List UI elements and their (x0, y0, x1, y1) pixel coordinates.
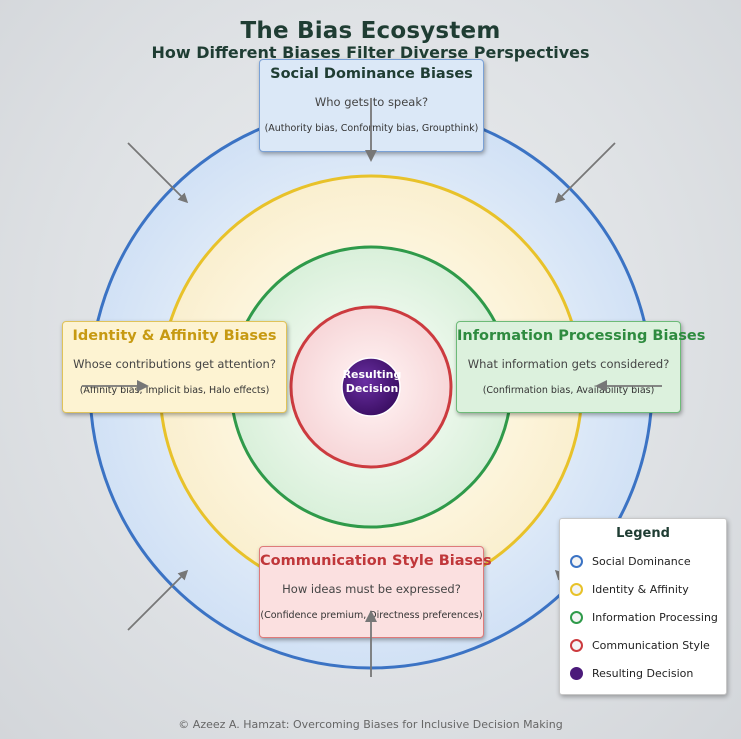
information-processing-box: Information Processing Biases What infor… (456, 321, 706, 413)
box-title: Communication Style Biases (260, 553, 492, 569)
resulting-decision-label: Resulting Decision (336, 368, 408, 396)
box-question: What information gets considered? (467, 357, 670, 371)
center-line-1: Resulting (342, 368, 402, 381)
legend-label: Communication Style (592, 638, 710, 652)
box-question: Who gets to speak? (314, 95, 429, 109)
legend-item: Identity & Affinity (570, 580, 689, 598)
arrow-top-left (127, 142, 189, 204)
legend: Legend Social Dominance Identity & Affin… (559, 518, 727, 695)
legend-label: Resulting Decision (592, 666, 694, 680)
box-question: How ideas must be expressed? (282, 582, 461, 596)
legend-swatch (570, 638, 583, 652)
copyright-footer: © Azeez A. Hamzat: Overcoming Biases for… (178, 718, 563, 731)
box-examples: (Confirmation bias, Availability bias) (482, 385, 655, 396)
box-examples: (Authority bias, Conformity bias, Groupt… (264, 123, 479, 134)
page-subtitle: How Different Biases Filter Diverse Pers… (151, 43, 590, 62)
box-title: Social Dominance Biases (270, 66, 473, 82)
legend-title: Legend (616, 526, 670, 541)
social-dominance-box: Social Dominance Biases Who gets to spea… (259, 59, 484, 152)
center-line-2: Decision (345, 382, 399, 395)
legend-label: Identity & Affinity (592, 582, 689, 596)
legend-swatch (570, 582, 583, 596)
resulting-decision-core (341, 357, 401, 417)
legend-item: Social Dominance (570, 552, 691, 570)
legend-item: Information Processing (570, 608, 718, 626)
box-examples: (Affinity bias, Implicit bias, Halo effe… (79, 385, 270, 396)
page-title: The Bias Ecosystem (240, 18, 501, 44)
legend-swatch (570, 666, 583, 680)
communication-style-box: Communication Style Biases How ideas mus… (259, 546, 492, 638)
legend-label: Information Processing (592, 610, 718, 624)
box-title: Identity & Affinity Biases (72, 328, 277, 344)
arrow-bottom-left (127, 569, 189, 631)
legend-swatch (570, 610, 583, 624)
arrow-top-right (554, 142, 616, 204)
legend-item: Resulting Decision (570, 664, 693, 682)
box-examples: (Confidence premium, Directness preferen… (260, 610, 483, 621)
legend-swatch (570, 554, 583, 568)
box-title: Information Processing Biases (457, 328, 706, 344)
box-question: Whose contributions get attention? (73, 357, 276, 371)
identity-affinity-box: Identity & Affinity Biases Whose contrib… (62, 321, 287, 413)
legend-item: Communication Style (570, 636, 710, 654)
legend-label: Social Dominance (592, 554, 691, 568)
